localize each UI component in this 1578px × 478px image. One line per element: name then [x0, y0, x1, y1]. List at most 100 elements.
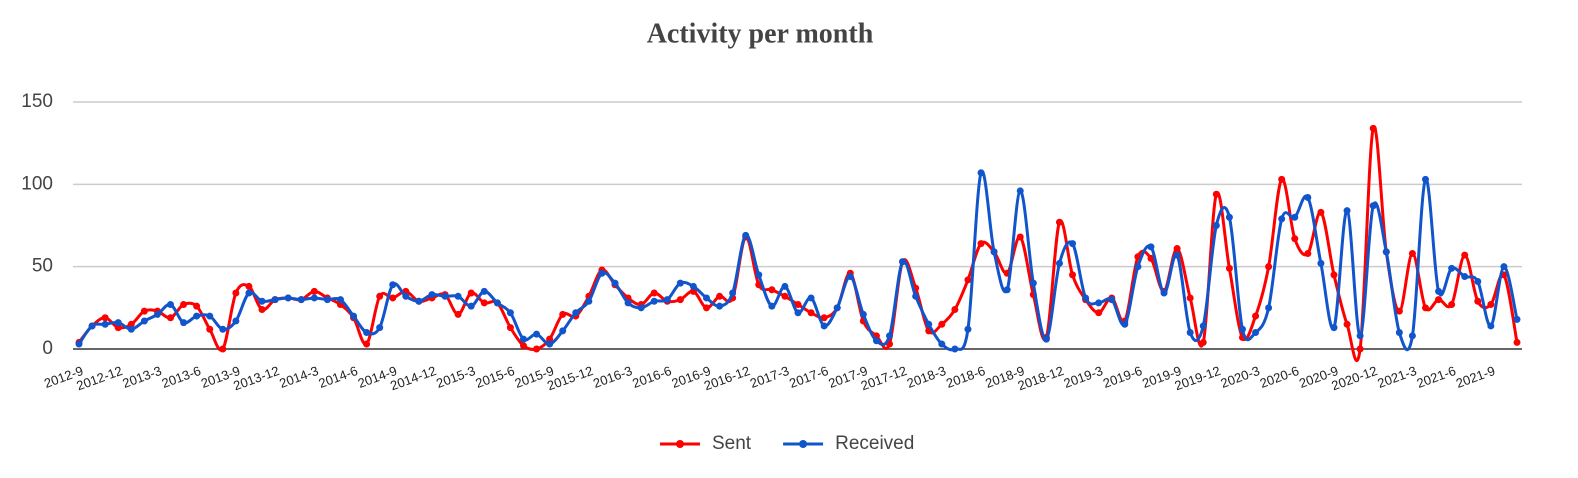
data-point [1278, 175, 1286, 183]
data-point [702, 294, 710, 302]
data-point [114, 319, 122, 327]
data-point [872, 337, 880, 345]
data-point [768, 302, 776, 310]
data-point [1500, 263, 1508, 271]
data-point [245, 289, 253, 297]
x-tick-label: 2021-9 [1454, 363, 1497, 391]
data-point [140, 317, 148, 325]
data-point [167, 301, 175, 309]
data-point [859, 310, 867, 318]
data-point [1356, 332, 1364, 340]
data-point [193, 312, 201, 320]
data-point [1003, 286, 1011, 294]
data-point [1461, 251, 1469, 259]
data-point [1317, 259, 1325, 267]
data-point [1069, 240, 1077, 248]
x-tick-label: 2019-6 [1101, 363, 1144, 391]
y-tick-label: 150 [21, 91, 53, 112]
data-point [441, 292, 449, 300]
data-point [1069, 271, 1077, 279]
data-point [389, 281, 397, 289]
data-point [389, 294, 397, 302]
data-point [376, 292, 384, 300]
data-point [350, 312, 358, 320]
data-point [506, 309, 514, 317]
x-tick-label: 2015-6 [473, 363, 516, 391]
data-point [167, 314, 175, 322]
data-point [938, 340, 946, 348]
data-point [1343, 320, 1351, 328]
data-point [454, 292, 462, 300]
data-point [1134, 263, 1142, 271]
data-point [1421, 175, 1429, 183]
data-point [1147, 254, 1155, 262]
data-point [519, 335, 527, 343]
x-tick-label: 2017-12 [859, 363, 909, 393]
data-point [1395, 329, 1403, 337]
x-tick-label: 2020-3 [1219, 363, 1262, 391]
data-point [951, 345, 959, 353]
data-point [336, 296, 344, 304]
data-point [990, 248, 998, 256]
data-point [493, 299, 501, 307]
data-point [1173, 245, 1181, 253]
data-point [886, 332, 894, 340]
data-point [219, 325, 227, 333]
data-point [833, 304, 841, 312]
x-tick-label: 2018-12 [1016, 363, 1066, 393]
data-point [1055, 259, 1063, 267]
x-tick-label: 2016-12 [702, 363, 752, 393]
data-point [297, 296, 305, 304]
data-point [1252, 312, 1260, 320]
data-point [101, 314, 109, 322]
y-tick-label: 0 [42, 338, 53, 359]
data-point [1173, 251, 1181, 259]
data-point [925, 320, 933, 328]
data-point [428, 291, 436, 299]
data-point [611, 279, 619, 287]
data-point [781, 282, 789, 290]
data-point [624, 299, 632, 307]
data-point [964, 276, 972, 284]
data-point [650, 289, 658, 297]
data-point [1016, 233, 1024, 241]
data-point [1369, 124, 1377, 132]
data-point [1095, 299, 1103, 307]
x-tick-label: 2014-12 [388, 363, 438, 393]
data-point [768, 286, 776, 294]
x-tick-label: 2016-6 [630, 363, 673, 391]
data-point [1278, 215, 1286, 223]
data-point [140, 307, 148, 315]
data-point [1291, 213, 1299, 221]
data-point [1304, 249, 1312, 257]
data-point [1382, 248, 1390, 256]
data-point [1186, 329, 1194, 337]
data-point [193, 302, 201, 310]
data-point [258, 305, 266, 313]
data-point [101, 320, 109, 328]
data-point [1199, 322, 1207, 330]
series-line [77, 125, 1519, 362]
data-point [716, 292, 724, 300]
data-point [729, 289, 737, 297]
data-point [820, 314, 828, 322]
data-point [1252, 329, 1260, 337]
data-point [1225, 213, 1233, 221]
data-point [127, 320, 135, 328]
data-point [363, 340, 371, 348]
data-point [637, 304, 645, 312]
data-point [127, 325, 135, 333]
data-point [75, 340, 83, 348]
data-point [663, 296, 671, 304]
data-point [533, 345, 541, 353]
data-point [794, 301, 802, 309]
data-point [755, 271, 763, 279]
data-point [1160, 289, 1168, 297]
data-point [689, 287, 697, 295]
y-tick-label: 50 [32, 256, 53, 277]
data-point [232, 317, 240, 325]
data-point [363, 329, 371, 337]
data-point [794, 309, 802, 317]
legend-label: Received [835, 433, 914, 454]
